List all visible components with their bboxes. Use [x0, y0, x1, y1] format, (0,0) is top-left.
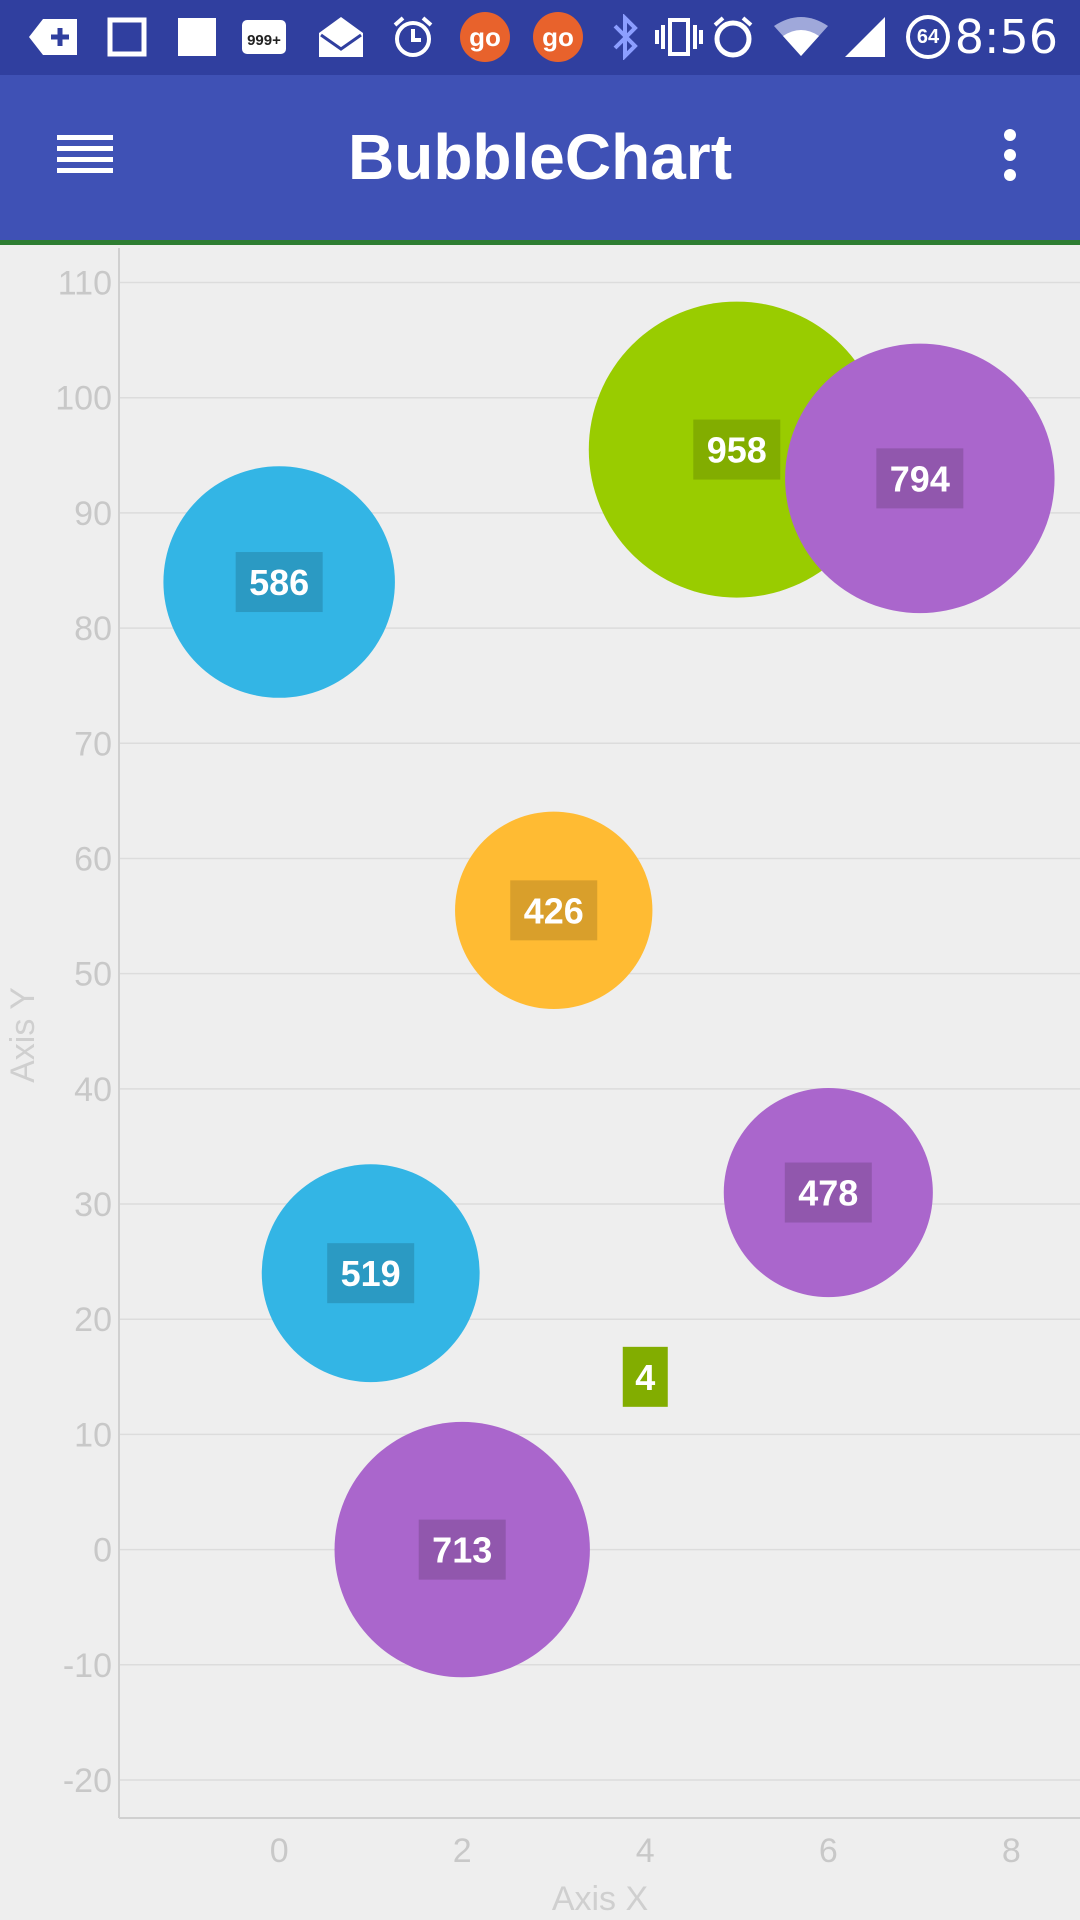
y-tick-label: 70 — [74, 725, 112, 763]
hamburger-menu-icon[interactable] — [40, 115, 130, 195]
bubble-label-bg — [876, 448, 964, 509]
app-bar: BubbleChart — [0, 75, 1080, 245]
y-tick-label: 90 — [74, 495, 112, 533]
counter-999-icon: 999+ — [240, 14, 290, 60]
x-tick-label: 6 — [819, 1832, 838, 1870]
x-tick-label: 2 — [453, 1832, 472, 1870]
bubble-label-bg — [784, 1162, 872, 1223]
bubble-label-bg — [418, 1519, 506, 1580]
bubble-label: 794 — [890, 458, 950, 499]
mail-open-icon — [316, 14, 366, 60]
bubble-label-bg — [622, 1346, 668, 1407]
notif-count-text: 999+ — [247, 32, 281, 49]
bubble-chart[interactable]: -20 -10 0 10 20 30 40 50 60 70 80 90 100 110 0 2 4 6 8 586… — [0, 245, 1080, 1920]
x-tick-label: 4 — [636, 1832, 655, 1870]
bubble-label: 4 — [635, 1357, 655, 1398]
y-tick-label: 80 — [74, 610, 112, 648]
bubble-label: 426 — [524, 890, 584, 931]
alarm-icon — [710, 14, 756, 60]
bubble-label-bg — [327, 1243, 415, 1304]
bubbles: 586 519 713 426 4 958 478 794 — [163, 301, 1055, 1678]
square-filled-icon — [176, 14, 218, 60]
y-axis-title: Axis Y — [4, 987, 42, 1083]
add-box-icon — [28, 14, 80, 60]
status-time: 8:56 — [954, 10, 1058, 64]
y-tick-label: 0 — [93, 1532, 112, 1570]
y-tick-label: -20 — [63, 1762, 112, 1800]
bubble-label: 519 — [341, 1253, 401, 1294]
x-tick-label: 0 — [270, 1832, 289, 1870]
bubble-label: 586 — [249, 562, 309, 603]
more-vert-icon[interactable] — [980, 115, 1040, 195]
y-tick-label: 110 — [58, 265, 112, 303]
y-tick-label: 10 — [74, 1416, 112, 1454]
axes — [118, 248, 1080, 1819]
square-outline-icon — [106, 14, 148, 60]
y-tick-label: -10 — [63, 1647, 112, 1685]
bubble-label: 713 — [432, 1530, 492, 1571]
y-tick-label: 60 — [74, 840, 112, 878]
alarm-icon — [390, 14, 436, 60]
bluetooth-icon — [610, 14, 640, 60]
battery-circle-icon: 64 — [904, 14, 952, 60]
go-app-icon: go — [533, 12, 583, 62]
y-tick-label: 30 — [74, 1186, 112, 1224]
y-tick-label: 100 — [55, 380, 112, 418]
y-tick-label: 20 — [74, 1301, 112, 1339]
vibrate-icon — [654, 14, 704, 60]
go-app-icon: go — [460, 12, 510, 62]
bubble-label: 478 — [798, 1173, 858, 1214]
bubble-label: 958 — [707, 430, 767, 471]
wifi-icon — [772, 14, 830, 60]
x-axis-title: Axis X — [552, 1880, 648, 1918]
x-tick-label: 8 — [1002, 1832, 1021, 1870]
y-tick-label: 50 — [74, 956, 112, 994]
bubble-label-bg — [510, 880, 598, 941]
y-tick-label: 40 — [74, 1071, 112, 1109]
bubble-label-bg — [235, 552, 323, 613]
page-title: BubbleChart — [348, 121, 732, 193]
status-bar: 999+ go go 64 8:56 — [0, 0, 1080, 75]
cell-signal-icon — [842, 14, 888, 60]
tick-labels: -20 -10 0 10 20 30 40 50 60 70 80 90 100 110 0 2 4 6 8 — [55, 265, 1021, 1870]
bubble-label-bg — [693, 419, 781, 480]
